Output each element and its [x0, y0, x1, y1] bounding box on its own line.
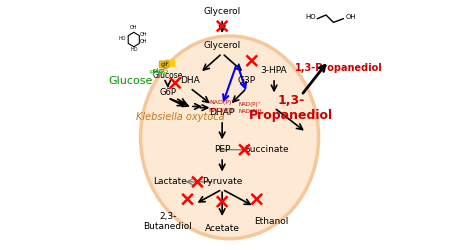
Text: Glycerol: Glycerol — [203, 42, 241, 50]
Text: OH: OH — [139, 40, 147, 44]
Text: NAD(P)⁺: NAD(P)⁺ — [238, 102, 261, 106]
Text: HO: HO — [305, 14, 316, 20]
Text: Glucose: Glucose — [153, 71, 183, 80]
Text: DHAP: DHAP — [210, 108, 235, 117]
Text: Glucose: Glucose — [109, 76, 153, 86]
Text: ptsG: ptsG — [149, 69, 164, 74]
Text: OH: OH — [140, 32, 147, 37]
Text: NAD(P)H: NAD(P)H — [238, 109, 262, 114]
Text: Lactate: Lactate — [153, 177, 187, 186]
Text: HO: HO — [130, 47, 137, 52]
Text: OH: OH — [130, 25, 137, 30]
Ellipse shape — [141, 36, 319, 239]
Text: OH: OH — [346, 14, 356, 20]
Text: 3-HPA: 3-HPA — [261, 66, 287, 75]
Text: Glycerol: Glycerol — [203, 7, 241, 16]
Text: Pyruvate: Pyruvate — [202, 177, 242, 186]
Text: 1,3-
Propanediol: 1,3- Propanediol — [249, 94, 333, 122]
Text: Acetate: Acetate — [205, 224, 240, 233]
Text: glf: glf — [166, 60, 175, 66]
Text: NAD(P)⁺: NAD(P)⁺ — [210, 100, 235, 105]
Text: 1,3-Propanediol: 1,3-Propanediol — [294, 63, 382, 73]
Text: glf: glf — [160, 62, 168, 67]
Text: 2,3-
Butanediol: 2,3- Butanediol — [143, 212, 192, 231]
Text: ptsG: ptsG — [152, 68, 168, 73]
Text: HO: HO — [119, 36, 127, 41]
Text: NAD(P)H: NAD(P)H — [209, 108, 236, 113]
Text: G6P: G6P — [159, 88, 176, 97]
Text: PEP: PEP — [214, 145, 230, 154]
Text: DHA: DHA — [180, 76, 200, 85]
Text: Ethanol: Ethanol — [255, 217, 289, 226]
Text: Succinate: Succinate — [245, 145, 289, 154]
Text: G3P: G3P — [238, 76, 256, 85]
Text: Klebsiella oxytoca: Klebsiella oxytoca — [136, 112, 224, 122]
